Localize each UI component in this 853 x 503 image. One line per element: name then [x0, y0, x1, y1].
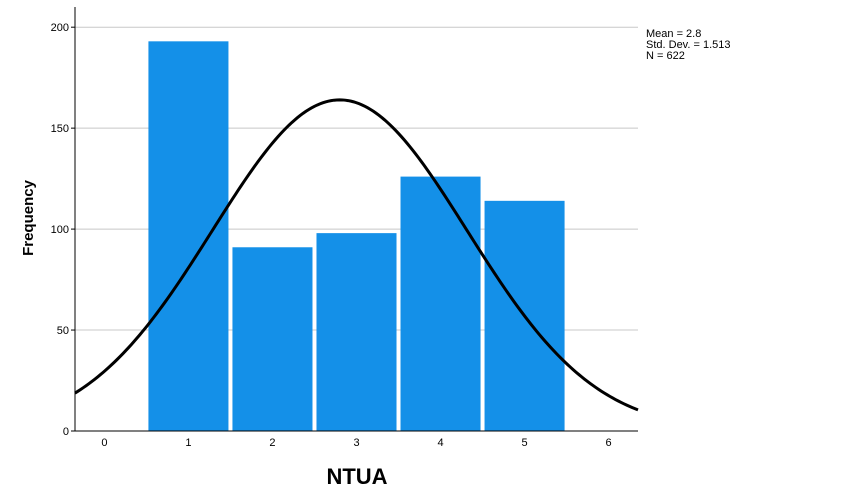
x-tick-label-6: 6: [606, 437, 612, 449]
normal-curve: [74, 98, 639, 412]
bar-3: [316, 233, 397, 431]
bar-4: [400, 176, 481, 431]
y-tick-label-150: 150: [51, 123, 69, 135]
y-tick-labels: 0 50 100 150 200: [51, 22, 69, 438]
y-tick-label-50: 50: [57, 325, 69, 337]
y-tick-label-100: 100: [51, 224, 69, 236]
x-tick-label-0: 0: [101, 437, 107, 449]
y-axis-label: Frequency: [20, 179, 37, 256]
x-tick-label-1: 1: [185, 437, 191, 449]
y-tick-label-200: 200: [51, 22, 69, 34]
x-tick-label-3: 3: [353, 437, 359, 449]
x-tick-label-4: 4: [437, 437, 443, 449]
x-tick-label-2: 2: [269, 437, 275, 449]
bar-1: [148, 41, 229, 431]
bar-2: [232, 247, 313, 431]
x-tick-labels: 0 1 2 3 4 5 6: [101, 437, 611, 449]
y-tick-label-0: 0: [63, 426, 69, 438]
x-axis-label: NTUA: [326, 464, 387, 489]
stats-std-dev: Std. Dev. = 1.513: [646, 39, 731, 51]
x-tick-label-5: 5: [521, 437, 527, 449]
axes: [74, 7, 638, 432]
bars: [148, 41, 565, 431]
stats-n: N = 622: [646, 50, 685, 62]
stats-box: Mean = 2.8 Std. Dev. = 1.513 N = 622: [646, 28, 731, 62]
stats-mean: Mean = 2.8: [646, 28, 701, 40]
